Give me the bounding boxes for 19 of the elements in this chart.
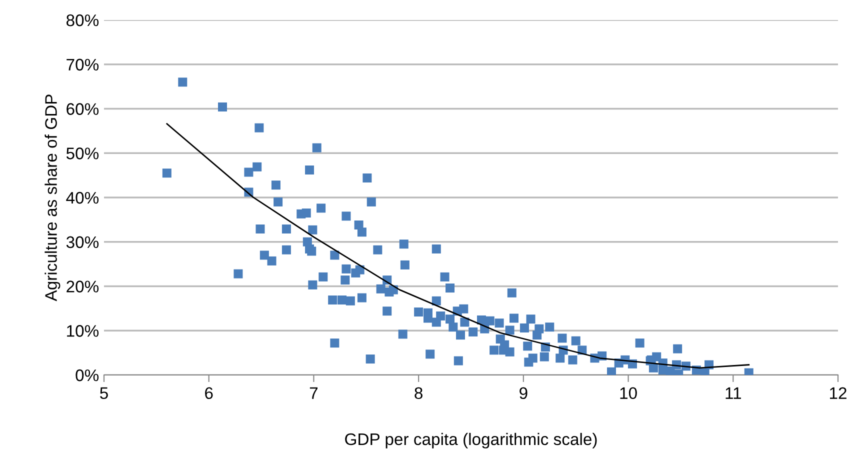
y-tick-label: 0% bbox=[76, 369, 99, 382]
y-tick-label: 80% bbox=[66, 14, 99, 26]
x-axis-title: GDP per capita (logarithmic scale) bbox=[345, 432, 597, 448]
x-tick-label: 11 bbox=[726, 387, 741, 399]
x-tick-label: 12 bbox=[830, 387, 846, 399]
x-tick-label: 8 bbox=[414, 387, 422, 400]
x-tick-label: 7 bbox=[310, 387, 318, 399]
y-tick-label: 30% bbox=[66, 236, 99, 248]
y-tick-label: 50% bbox=[66, 148, 99, 160]
y-axis-title: Agriculture as share of GDP bbox=[44, 94, 60, 302]
x-tick-label: 9 bbox=[520, 387, 528, 400]
y-tick-label: 10% bbox=[67, 325, 99, 337]
y-tick-label: 60% bbox=[66, 103, 99, 115]
y-tick-label: 40% bbox=[66, 192, 99, 204]
x-tick-label: 10 bbox=[620, 387, 637, 400]
x-tick-label: 6 bbox=[205, 387, 213, 400]
y-tick-label: 20% bbox=[66, 280, 99, 292]
y-tick-label: 70% bbox=[66, 58, 99, 71]
x-tick-label: 5 bbox=[100, 387, 108, 400]
